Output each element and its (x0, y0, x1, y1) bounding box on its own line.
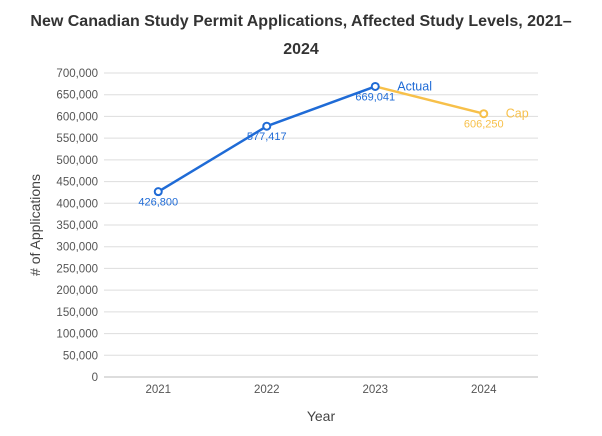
y-axis-title: # of Applications (27, 174, 43, 276)
x-axis-title: Year (307, 408, 336, 424)
y-tick-label: 700,000 (56, 68, 98, 80)
y-tick-label: 250,000 (56, 263, 98, 275)
x-tick-label: 2023 (362, 384, 388, 396)
y-tick-label: 500,000 (56, 155, 98, 167)
data-point (479, 109, 489, 119)
y-tick-label: 50,000 (63, 350, 98, 362)
x-tick-label: 2024 (471, 384, 497, 396)
y-tick-label: 0 (92, 372, 98, 384)
y-tick-label: 200,000 (56, 285, 98, 297)
data-label: 669,041 (355, 91, 395, 103)
series-name-label: Actual (397, 79, 432, 93)
x-tick-label: 2021 (145, 384, 171, 396)
data-label: 577,417 (247, 131, 287, 143)
x-axis-ticks: 2021 2022 2023 2024 (145, 384, 497, 396)
y-tick-label: 400,000 (56, 198, 98, 210)
y-axis-ticks: 0 50,000 100,000 150,000 200,000 250,000 300,0… (56, 68, 98, 384)
chart-title: New Canadian Study Permit Applications, … (0, 8, 602, 64)
y-tick-label: 350,000 (56, 220, 98, 232)
data-point (153, 187, 163, 197)
series-line (374, 85, 485, 115)
data-point (370, 81, 380, 91)
y-tick-label: 550,000 (56, 133, 98, 145)
y-tick-label: 450,000 (56, 177, 98, 189)
data-label: 426,800 (138, 197, 178, 209)
y-tick-label: 300,000 (56, 242, 98, 254)
y-tick-label: 100,000 (56, 329, 98, 341)
x-tick-label: 2022 (254, 384, 280, 396)
data-point (262, 121, 272, 131)
chart-title-line1: New Canadian Study Permit Applications, … (30, 13, 572, 30)
data-label: 606,250 (464, 119, 504, 131)
y-tick-label: 150,000 (56, 307, 98, 319)
y-tick-label: 650,000 (56, 90, 98, 102)
chart-title-line2: 2024 (283, 41, 319, 58)
series-name-label: Cap (506, 107, 529, 121)
y-tick-label: 600,000 (56, 111, 98, 123)
